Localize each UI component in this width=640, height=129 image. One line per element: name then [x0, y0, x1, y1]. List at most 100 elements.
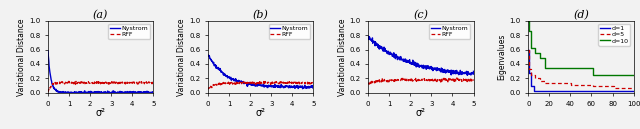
d=1	[524, 49, 532, 50]
d=10	[589, 74, 596, 76]
Y-axis label: Eigenvalues: Eigenvalues	[498, 34, 507, 80]
Legend: Nystrom, RFF: Nystrom, RFF	[269, 24, 310, 39]
d=10	[599, 74, 607, 76]
RFF	[470, 79, 477, 80]
Legend: d=1, d=5, d=10: d=1, d=5, d=10	[598, 24, 630, 46]
Nystrom	[299, 88, 307, 90]
RFF	[239, 83, 246, 85]
d=5	[610, 87, 618, 89]
Nystrom	[470, 71, 477, 72]
d=10	[605, 74, 612, 76]
RFF	[246, 82, 254, 84]
d=1	[589, 91, 596, 92]
d=5	[630, 87, 637, 89]
d=1	[530, 91, 538, 92]
RFF	[120, 82, 128, 84]
Nystrom	[281, 86, 289, 88]
d=5	[551, 82, 559, 84]
Nystrom	[204, 54, 212, 56]
d=10	[524, 20, 532, 21]
Line: d=5: d=5	[528, 50, 634, 88]
d=5	[532, 77, 540, 78]
Line: Nystrom: Nystrom	[208, 55, 314, 89]
RFF	[280, 82, 288, 83]
X-axis label: σ²: σ²	[95, 108, 106, 118]
RFF	[217, 83, 225, 85]
Line: RFF: RFF	[368, 78, 474, 84]
Nystrom	[246, 83, 253, 85]
Nystrom	[280, 85, 288, 87]
Line: RFF: RFF	[48, 81, 154, 92]
d=1	[605, 91, 612, 92]
RFF	[440, 80, 448, 82]
d=10	[588, 67, 595, 68]
Nystrom	[364, 37, 372, 38]
Title: (a): (a)	[93, 10, 108, 20]
Line: Nystrom: Nystrom	[48, 51, 154, 94]
RFF	[378, 81, 385, 83]
d=10	[532, 52, 540, 54]
Nystrom	[463, 75, 471, 76]
RFF	[65, 80, 73, 82]
d=10	[551, 67, 559, 68]
Nystrom	[57, 91, 65, 93]
Nystrom	[441, 71, 449, 72]
Nystrom	[79, 92, 86, 94]
RFF	[271, 82, 278, 84]
Line: Nystrom: Nystrom	[368, 36, 474, 75]
Y-axis label: Variational Distance: Variational Distance	[337, 18, 346, 95]
d=10	[573, 67, 580, 68]
d=10	[630, 74, 637, 76]
d=5	[524, 49, 532, 50]
RFF	[453, 77, 461, 79]
Y-axis label: Variational Distance: Variational Distance	[17, 18, 26, 95]
RFF	[121, 82, 129, 84]
d=5	[604, 86, 611, 87]
RFF	[441, 78, 449, 80]
RFF	[365, 83, 373, 85]
Nystrom	[440, 69, 448, 71]
Nystrom	[217, 71, 225, 73]
RFF	[204, 88, 212, 90]
Nystrom	[378, 48, 385, 49]
d=1	[533, 91, 541, 92]
RFF	[86, 83, 94, 84]
d=5	[598, 86, 606, 87]
Title: (b): (b)	[253, 10, 269, 20]
Nystrom	[86, 92, 93, 94]
RFF	[44, 91, 52, 93]
RFF	[111, 81, 118, 83]
RFF	[399, 78, 406, 79]
X-axis label: σ²: σ²	[416, 108, 426, 118]
d=1	[574, 91, 582, 92]
Title: (d): (d)	[573, 10, 589, 20]
Legend: Nystrom, RFF: Nystrom, RFF	[108, 24, 150, 39]
RFF	[79, 83, 86, 84]
Nystrom	[122, 93, 129, 95]
Nystrom	[271, 86, 278, 87]
Nystrom	[431, 68, 438, 70]
d=1	[599, 91, 607, 92]
Nystrom	[365, 35, 372, 37]
RFF	[364, 83, 372, 85]
RFF	[281, 82, 289, 84]
d=1	[552, 91, 559, 92]
d=1	[630, 91, 637, 92]
Nystrom	[121, 92, 129, 93]
RFF	[57, 81, 65, 83]
Nystrom	[111, 92, 118, 93]
Nystrom	[310, 87, 317, 89]
Line: d=1: d=1	[528, 50, 634, 91]
Title: (c): (c)	[413, 10, 428, 20]
d=5	[588, 84, 595, 86]
RFF	[241, 80, 248, 82]
Nystrom	[120, 92, 128, 94]
Nystrom	[150, 92, 157, 94]
RFF	[310, 83, 317, 84]
Nystrom	[399, 59, 406, 60]
d=5	[573, 84, 580, 86]
X-axis label: σ²: σ²	[256, 108, 266, 118]
RFF	[406, 80, 414, 81]
Line: RFF: RFF	[208, 81, 314, 89]
RFF	[431, 79, 438, 80]
